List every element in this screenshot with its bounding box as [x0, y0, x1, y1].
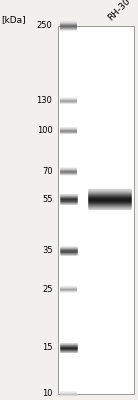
- Text: 10: 10: [42, 390, 52, 398]
- Text: 55: 55: [42, 194, 52, 204]
- Text: 250: 250: [37, 22, 52, 30]
- Text: 100: 100: [37, 126, 52, 135]
- Text: 130: 130: [37, 96, 52, 105]
- Text: 15: 15: [42, 343, 52, 352]
- Text: [kDa]: [kDa]: [1, 15, 26, 24]
- Text: 35: 35: [42, 246, 52, 255]
- Text: 70: 70: [42, 167, 52, 176]
- Text: 25: 25: [42, 285, 52, 294]
- Text: RH-30: RH-30: [106, 0, 132, 22]
- FancyBboxPatch shape: [58, 26, 134, 394]
